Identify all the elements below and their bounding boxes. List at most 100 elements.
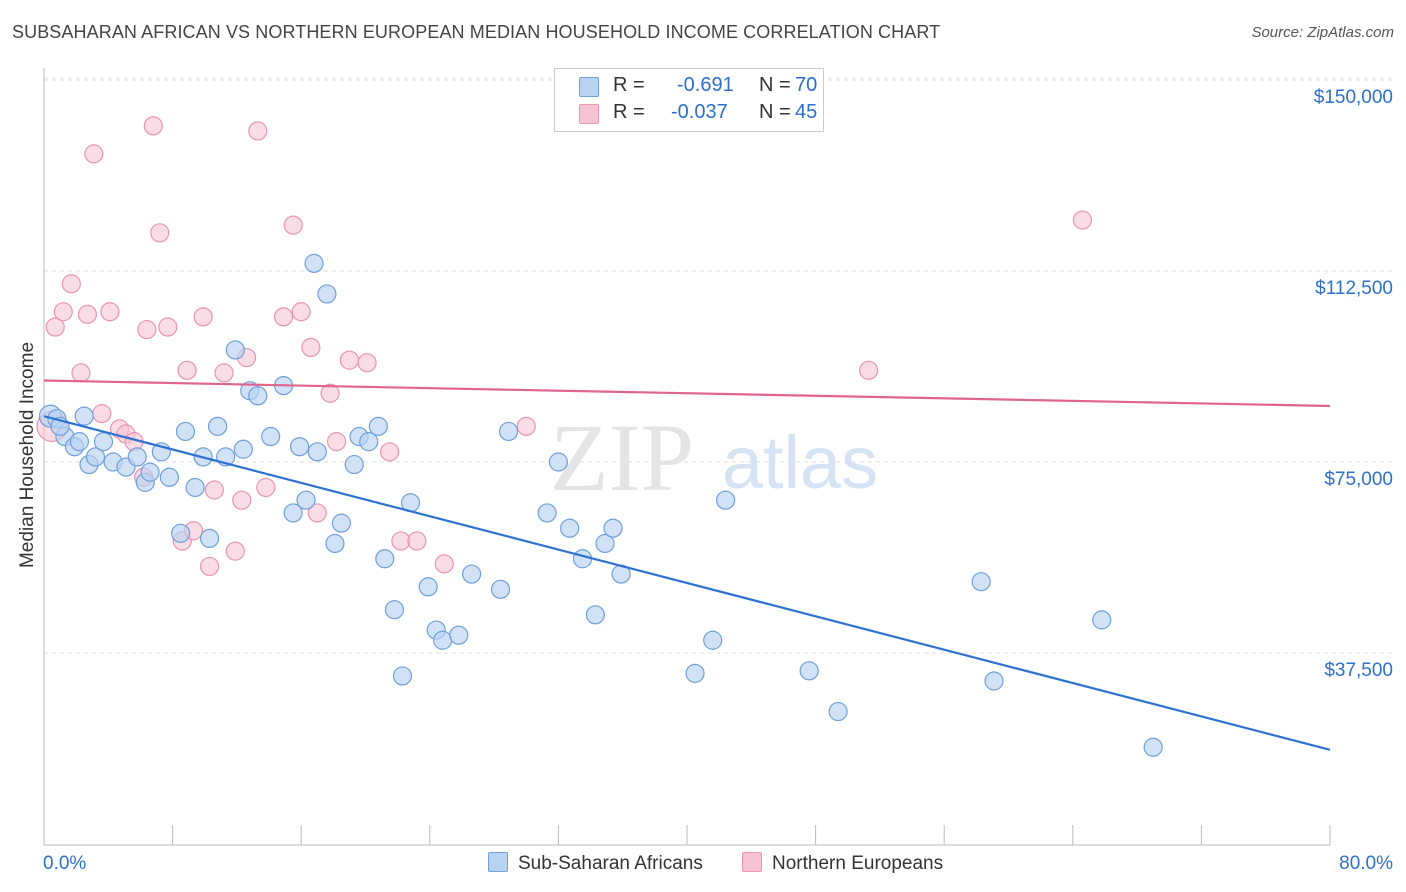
data-point-sub-saharan-africans: [1143, 737, 1163, 757]
data-point-sub-saharan-africans: [368, 416, 388, 436]
data-point-sub-saharan-africans: [307, 442, 327, 462]
data-point-sub-saharan-africans: [828, 701, 848, 722]
data-point-northern-europeans: [137, 319, 157, 340]
data-point-northern-europeans: [92, 404, 112, 424]
data-point-northern-europeans: [77, 304, 98, 324]
data-point-northern-europeans: [84, 144, 104, 164]
y-tick-label: $37,500: [1324, 660, 1393, 681]
legend-label-pink: Northern Europeans: [772, 853, 944, 874]
data-point-sub-saharan-africans: [171, 523, 191, 543]
data-point-northern-europeans: [291, 302, 311, 322]
data-point-sub-saharan-africans: [140, 462, 160, 482]
data-point-northern-europeans: [71, 363, 91, 383]
y-tick-label: $150,000: [1313, 87, 1393, 108]
data-point-sub-saharan-africans: [304, 253, 324, 273]
data-point-sub-saharan-africans: [548, 452, 569, 472]
legend-swatch-pink: [579, 104, 599, 124]
data-point-sub-saharan-africans: [1092, 610, 1112, 630]
data-point-sub-saharan-africans: [208, 416, 228, 436]
data-point-sub-saharan-africans: [359, 432, 379, 452]
data-point-sub-saharan-africans: [375, 549, 395, 569]
data-point-sub-saharan-africans: [93, 432, 114, 452]
data-point-northern-europeans: [407, 531, 427, 551]
data-point-sub-saharan-africans: [261, 426, 281, 447]
data-point-sub-saharan-africans: [595, 533, 615, 554]
data-point-sub-saharan-africans: [392, 666, 413, 686]
data-point-northern-europeans: [204, 480, 224, 500]
legend-item-northern-europeans[interactable]: Northern Europeans: [742, 852, 943, 875]
data-point-sub-saharan-africans: [572, 549, 593, 569]
data-point-sub-saharan-africans: [799, 661, 819, 681]
data-point-northern-europeans: [434, 554, 454, 574]
data-point-sub-saharan-africans: [225, 340, 245, 360]
data-point-northern-europeans: [150, 223, 170, 243]
data-point-northern-europeans: [301, 337, 321, 357]
data-point-northern-europeans: [100, 302, 120, 322]
data-point-sub-saharan-africans: [283, 503, 303, 523]
data-point-northern-europeans: [516, 416, 536, 436]
legend-label-blue: Sub-Saharan Africans: [518, 853, 703, 874]
data-point-sub-saharan-africans: [69, 432, 89, 452]
data-point-sub-saharan-africans: [325, 533, 345, 554]
points-northern-europeans: [36, 116, 1093, 577]
data-point-sub-saharan-africans: [175, 421, 196, 442]
legend-swatch-blue: [579, 77, 599, 97]
data-point-sub-saharan-africans: [971, 572, 991, 592]
data-point-sub-saharan-africans: [449, 625, 469, 645]
data-point-northern-europeans: [273, 307, 294, 327]
x-tick-label-max: 80.0%: [1339, 853, 1393, 874]
data-point-sub-saharan-africans: [490, 579, 511, 599]
data-point-northern-europeans: [193, 307, 213, 327]
data-point-northern-europeans: [391, 531, 411, 551]
watermark: ZIP atlas: [550, 404, 878, 511]
data-point-sub-saharan-africans: [715, 490, 736, 510]
data-point-northern-europeans: [61, 274, 81, 294]
data-point-sub-saharan-africans: [85, 447, 106, 467]
y-tick-label: $112,500: [1315, 278, 1393, 299]
data-point-sub-saharan-africans: [585, 605, 605, 625]
data-point-northern-europeans: [1072, 210, 1093, 230]
watermark-atlas: atlas: [722, 421, 878, 504]
n-label: N =: [759, 74, 791, 96]
data-point-sub-saharan-africans: [233, 439, 253, 459]
legend-item-sub-saharan-africans[interactable]: Sub-Saharan Africans: [488, 852, 703, 875]
r-value: -0.691: [677, 74, 734, 96]
data-point-northern-europeans: [307, 503, 327, 523]
n-value: 70: [795, 74, 818, 96]
data-point-sub-saharan-africans: [603, 518, 623, 538]
correlation-legend: R = -0.691 N = 70 R = -0.037 N = 45: [554, 68, 824, 132]
data-point-northern-europeans: [357, 353, 377, 373]
data-point-sub-saharan-africans: [296, 490, 316, 510]
data-point-sub-saharan-africans: [537, 503, 557, 523]
r-label: R =: [613, 74, 645, 96]
data-point-northern-europeans: [158, 317, 178, 337]
n-label: N =: [759, 101, 791, 123]
data-point-sub-saharan-africans: [74, 406, 94, 426]
data-point-sub-saharan-africans: [289, 437, 310, 457]
data-point-sub-saharan-africans: [418, 577, 438, 597]
trend-line-northern-europeans: [43, 379, 1331, 408]
data-point-sub-saharan-africans: [433, 630, 453, 650]
x-tick-label-min: 0.0%: [43, 853, 87, 874]
data-point-northern-europeans: [177, 360, 197, 380]
data-point-sub-saharan-africans: [560, 518, 580, 538]
data-point-northern-europeans: [256, 477, 276, 498]
data-point-northern-europeans: [248, 121, 268, 141]
points-sub-saharan-africans: [38, 253, 1163, 757]
axis-layer: [43, 68, 1331, 846]
r-label: R =: [613, 101, 645, 123]
data-point-sub-saharan-africans: [127, 447, 147, 467]
data-point-northern-europeans: [225, 541, 245, 561]
data-point-sub-saharan-africans: [248, 386, 268, 406]
data-point-sub-saharan-africans: [461, 564, 482, 584]
data-point-northern-europeans: [380, 442, 400, 462]
legend-swatch-pink: [742, 852, 762, 872]
data-point-sub-saharan-africans: [685, 663, 705, 683]
data-point-sub-saharan-africans: [159, 467, 179, 487]
data-point-northern-europeans: [143, 116, 163, 136]
data-point-northern-europeans: [45, 317, 65, 337]
watermark-zip: ZIP: [550, 404, 694, 511]
chart-title: SUBSAHARAN AFRICAN VS NORTHERN EUROPEAN …: [12, 22, 941, 42]
data-point-northern-europeans: [339, 350, 360, 370]
